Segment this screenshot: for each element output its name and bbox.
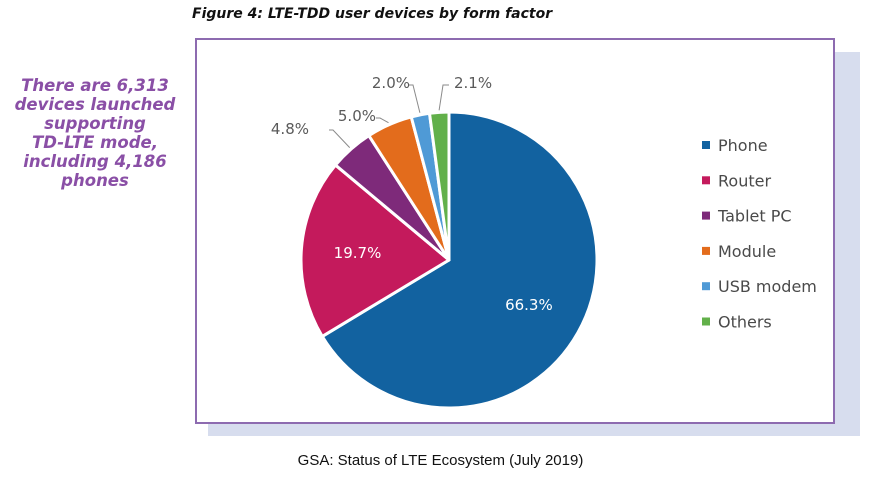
figure-title: Figure 4: LTE-TDD user devices by form f… — [192, 6, 553, 22]
callout-line: devices launched — [14, 95, 176, 114]
slice-label-others: 2.1% — [454, 74, 492, 92]
legend-label-phone: Phone — [718, 136, 768, 155]
leader-line — [409, 84, 421, 113]
callout-line: TD-LTE mode, — [32, 133, 158, 152]
leader-line — [329, 129, 351, 148]
legend-swatch — [702, 317, 710, 326]
callout-line: including 4,186 — [23, 152, 167, 171]
legend-label-router: Router — [718, 171, 771, 190]
legend-label-usb-modem: USB modem — [718, 277, 817, 296]
slice-label-tablet-pc: 4.8% — [271, 120, 309, 138]
legend-swatch — [702, 176, 710, 185]
callout-line: There are 6,313 — [21, 76, 169, 95]
legend-label-tablet-pc: Tablet PC — [717, 207, 792, 226]
pie-slice-phone — [320, 110, 599, 410]
pie-slice-router — [299, 163, 451, 338]
callout-text: There are 6,313 devices launched support… — [0, 76, 190, 190]
slice-label-phone: 66.3% — [505, 296, 553, 314]
slice-label-usb-modem: 2.0% — [372, 74, 410, 92]
slice-label-module: 5.0% — [338, 107, 376, 125]
legend-swatch — [702, 282, 710, 291]
legend-swatch — [702, 211, 710, 220]
pie-slice-others — [428, 110, 451, 262]
legend-label-others: Others — [718, 313, 772, 332]
source-caption: GSA: Status of LTE Ecosystem (July 2019) — [297, 452, 584, 469]
leader-line — [376, 117, 389, 124]
legend-swatch — [702, 141, 710, 149]
slice-label-router: 19.7% — [334, 244, 382, 262]
legend-swatch — [702, 246, 710, 255]
legend-label-module: Module — [718, 242, 776, 261]
leader-line — [438, 84, 449, 111]
callout-line: supporting — [44, 114, 146, 133]
callout-line: phones — [61, 171, 129, 190]
